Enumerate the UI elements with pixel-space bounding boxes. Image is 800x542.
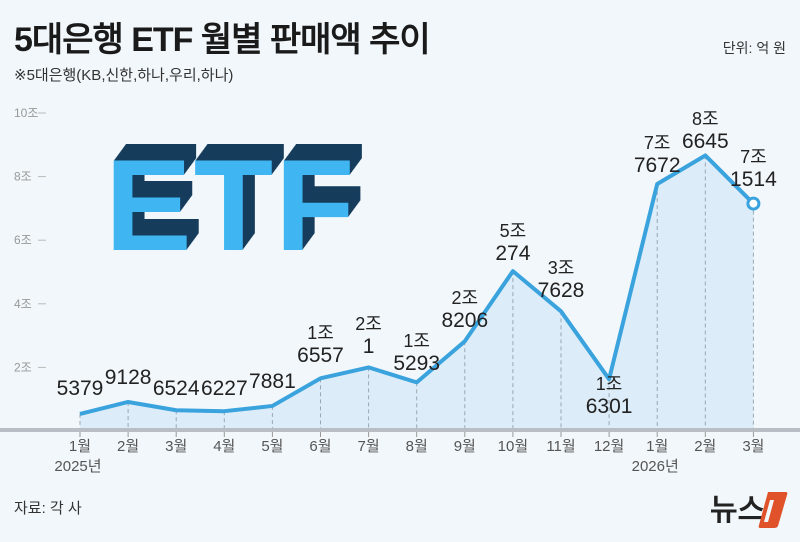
y-tick-label: 10조 bbox=[14, 106, 38, 120]
etf-extrusion: ETF bbox=[109, 127, 361, 273]
data-label: 5조 bbox=[500, 221, 527, 241]
data-label: 3조 bbox=[548, 258, 575, 278]
data-label: 6524 bbox=[153, 377, 200, 400]
data-label: 5379 bbox=[57, 377, 104, 400]
data-point-last bbox=[746, 196, 761, 211]
data-label: 1514 bbox=[730, 168, 777, 191]
data-label: 1 bbox=[363, 335, 375, 358]
x-tick-label: 10월 bbox=[498, 438, 529, 455]
source-note: 자료: 각 사 bbox=[14, 500, 82, 517]
etf-extrusion: ETF bbox=[108, 128, 360, 274]
etf-extrusion: ETF bbox=[110, 125, 362, 271]
data-label: 9128 bbox=[105, 366, 152, 389]
data-label: 7조 bbox=[644, 133, 671, 153]
etf-extrusion: ETF bbox=[111, 125, 363, 271]
etf-extrusion: ETF bbox=[113, 122, 365, 268]
x-tick-label: 7월 bbox=[358, 438, 380, 455]
svg-text:뉴스: 뉴스 bbox=[710, 494, 765, 527]
subtitle: ※5대은행(KB,신한,하나,우리,하나) bbox=[14, 67, 234, 84]
x-tick-label: 3월 bbox=[165, 438, 187, 455]
x-tick-label: 4월 bbox=[213, 438, 235, 455]
unit-label: 단위: 억 원 bbox=[722, 40, 786, 56]
data-label: 8206 bbox=[441, 309, 488, 332]
data-label: 6557 bbox=[297, 344, 344, 367]
data-label: 7628 bbox=[538, 279, 585, 302]
x-tick-label: 9월 bbox=[454, 438, 476, 455]
etf-extrusion: ETF bbox=[112, 123, 364, 269]
etf-face: ETF bbox=[105, 132, 357, 278]
data-label: 274 bbox=[495, 242, 530, 265]
etf-extrusion: ETF bbox=[117, 116, 369, 262]
x-axis-line bbox=[0, 428, 800, 432]
etf-extrusion: ETF bbox=[115, 119, 367, 265]
x-tick-label: 6월 bbox=[309, 438, 331, 455]
data-label: 7672 bbox=[634, 154, 681, 177]
data-label: 7조 bbox=[740, 147, 767, 167]
news1-logo: 뉴스 bbox=[710, 492, 788, 528]
x-tick-label: 12월 bbox=[594, 438, 625, 455]
etf-extrusion: ETF bbox=[117, 116, 369, 262]
x-tick-label: 2월 bbox=[694, 438, 716, 455]
x-tick-label: 3월 bbox=[742, 438, 764, 455]
etf-extrusion: ETF bbox=[106, 131, 358, 277]
data-label: 8조 bbox=[692, 109, 719, 129]
etf-extrusion: ETF bbox=[116, 117, 368, 263]
x-tick-label: 11월 bbox=[546, 438, 575, 455]
x-tick-label: 2월 bbox=[117, 438, 139, 455]
etf-extrusion: ETF bbox=[115, 118, 367, 264]
x-tick-label: 1월 bbox=[646, 438, 668, 455]
etf-extrusion: ETF bbox=[111, 124, 363, 270]
etf-3d-graphic: ETFETFETFETFETFETFETFETFETFETFETFETFETFE… bbox=[105, 116, 369, 279]
data-label: 1조 bbox=[403, 331, 430, 351]
etf-extrusion: ETF bbox=[107, 130, 359, 276]
etf-extrusion: ETF bbox=[106, 131, 358, 277]
y-tick-label: 4조 bbox=[14, 297, 32, 311]
x-year-label: 2026년 bbox=[632, 458, 679, 475]
etf-extrusion: ETF bbox=[113, 121, 365, 267]
area-fill bbox=[80, 155, 754, 431]
page-title: 5대은행 ETF 월별 판매액 추이 bbox=[14, 21, 431, 59]
data-label: 2조 bbox=[452, 288, 479, 308]
x-tick-label: 1월 bbox=[69, 438, 91, 455]
etf-extrusion: ETF bbox=[107, 129, 359, 275]
etf-extrusion: ETF bbox=[112, 122, 364, 268]
y-tick-label: 2조 bbox=[14, 360, 32, 374]
data-label: 6301 bbox=[586, 395, 633, 418]
y-tick-label: 6조 bbox=[14, 233, 32, 247]
data-label: 5293 bbox=[393, 352, 440, 375]
x-tick-label: 8월 bbox=[406, 438, 428, 455]
data-label: 6227 bbox=[201, 377, 248, 400]
etf-extrusion: ETF bbox=[108, 128, 360, 274]
etf-extrusion: ETF bbox=[114, 119, 366, 265]
y-tick-label: 8조 bbox=[14, 170, 32, 184]
etf-extrusion: ETF bbox=[109, 126, 361, 272]
data-label: 7881 bbox=[249, 370, 296, 393]
x-year-label: 2025년 bbox=[54, 458, 101, 475]
data-label: 1조 bbox=[307, 323, 334, 343]
etf-extrusion: ETF bbox=[114, 120, 366, 266]
data-label: 1조 bbox=[596, 374, 623, 394]
data-label: 6645 bbox=[682, 130, 729, 153]
data-label: 2조 bbox=[355, 314, 382, 334]
x-tick-label: 5월 bbox=[261, 438, 283, 455]
